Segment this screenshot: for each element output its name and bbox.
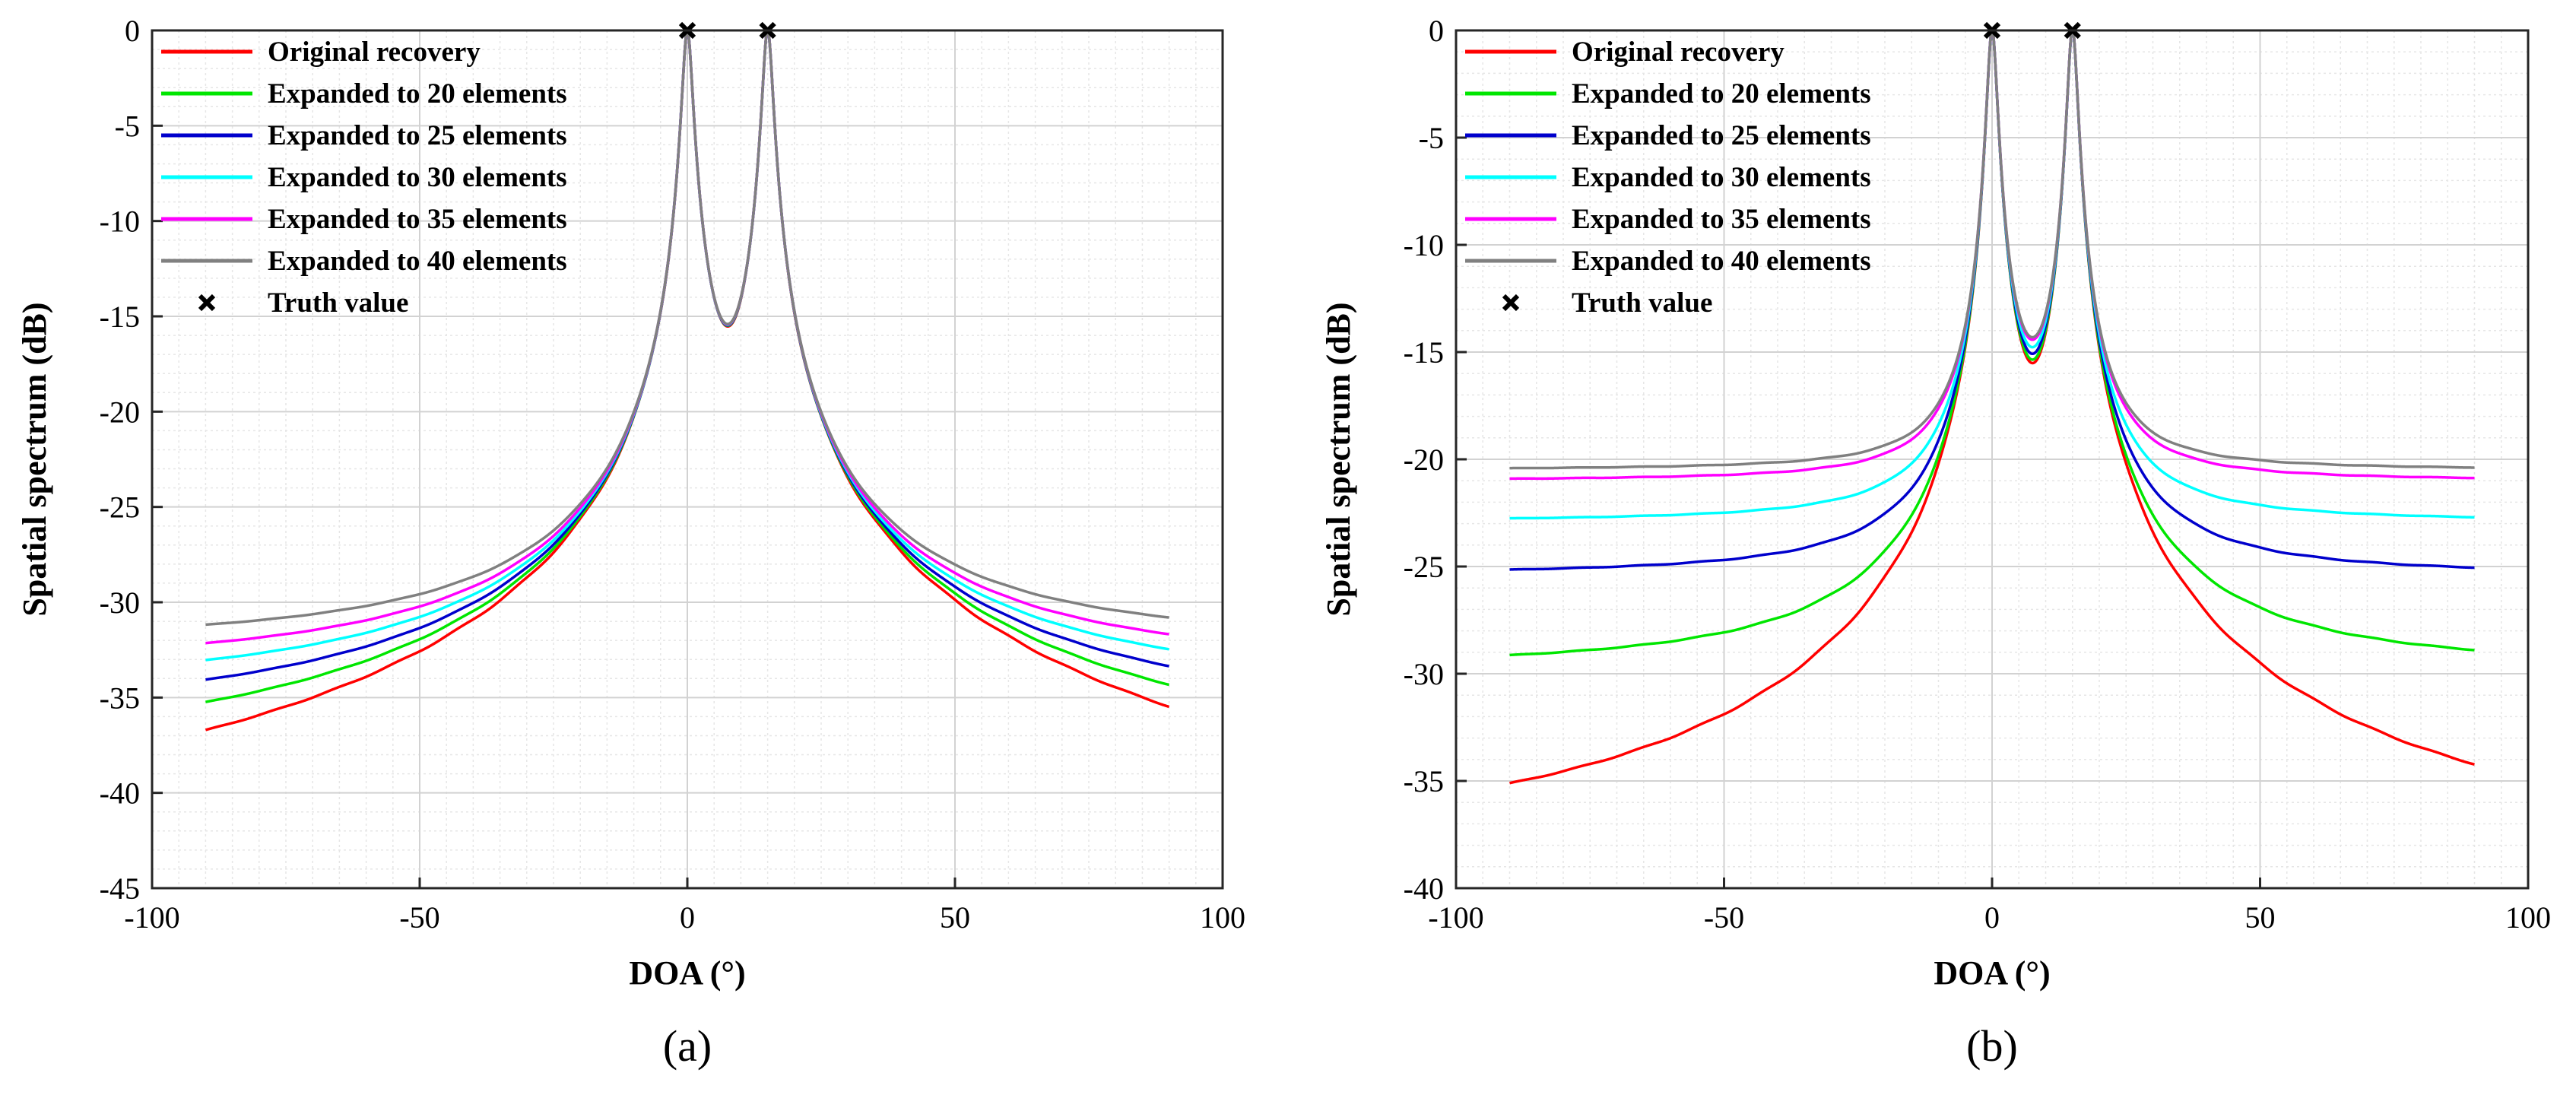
y-tick-label: 0 (1429, 14, 1444, 48)
legend: Original recovery Expanded to 20 elements… (1465, 36, 1871, 319)
y-tick-label: 0 (125, 14, 140, 48)
legend-label-1: Expanded to 20 elements (268, 78, 567, 110)
x-axis-label: DOA (°) (1934, 954, 2050, 992)
y-tick-label: -30 (100, 586, 140, 620)
legend-label-2: Expanded to 25 elements (1572, 120, 1871, 151)
legend-label-3: Expanded to 30 elements (1572, 162, 1871, 193)
x-tick-label: -50 (399, 900, 439, 935)
y-tick-label: -5 (1419, 121, 1444, 155)
x-tick-label: 100 (1200, 900, 1245, 935)
y-tick-label: -15 (100, 300, 140, 334)
y-tick-label: -40 (100, 776, 140, 811)
legend-label-1: Expanded to 20 elements (1572, 78, 1871, 110)
y-tick-label: -5 (115, 109, 140, 143)
y-tick-label: -10 (1404, 228, 1444, 262)
legend-label-5: Expanded to 40 elements (268, 246, 567, 277)
y-axis-label: Spatial spectrum (dB) (1320, 302, 1357, 616)
y-tick-label: -25 (1404, 550, 1444, 584)
minor-grid (152, 30, 1223, 888)
y-tick-label: -45 (100, 871, 140, 906)
chart-b: -100 -50 0 50 100 0 -5 -10 -15 -20 -25 -30 -35 -40 DOA… (1320, 14, 2551, 1071)
x-tick-label: -100 (124, 900, 179, 935)
legend-label-2: Expanded to 25 elements (268, 120, 567, 151)
minor-grid (1456, 30, 2528, 888)
legend-label-4: Expanded to 35 elements (268, 204, 567, 235)
x-tick-label: -50 (1704, 900, 1744, 935)
legend-label-3: Expanded to 30 elements (268, 162, 567, 193)
legend-label-truth: Truth value (1572, 287, 1712, 319)
legend-label-0: Original recovery (268, 36, 481, 68)
x-tick-label: 50 (2245, 900, 2276, 935)
legend-label-5: Expanded to 40 elements (1572, 246, 1871, 277)
panel-label: (a) (663, 1021, 712, 1071)
x-tick-label: 0 (680, 900, 695, 935)
x-tick-label: -100 (1428, 900, 1483, 935)
legend-label-truth: Truth value (268, 287, 408, 319)
chart-a: -100 -50 0 50 100 0 -5 -10 -15 -20 -25 -30 -35 -40 -45… (16, 14, 1245, 1071)
y-tick-label: -30 (1404, 657, 1444, 691)
x-tick-label: 100 (2505, 900, 2551, 935)
y-tick-label: -25 (100, 490, 140, 525)
legend: Original recovery Expanded to 20 elements… (161, 36, 567, 319)
y-tick-label: -15 (1404, 335, 1444, 370)
legend-label-0: Original recovery (1572, 36, 1784, 68)
legend-truth-marker (1502, 294, 1520, 312)
y-axis-label: Spatial spectrum (dB) (16, 302, 53, 616)
y-tick-label: -10 (100, 205, 140, 239)
panel-label: (b) (1966, 1021, 2018, 1071)
y-tick-label: -40 (1404, 871, 1444, 906)
legend-truth-marker (198, 294, 216, 312)
y-tick-label: -20 (1404, 443, 1444, 477)
x-tick-label: 0 (1984, 900, 2000, 935)
x-tick-label: 50 (940, 900, 970, 935)
x-axis-label: DOA (°) (629, 954, 745, 992)
y-tick-label: -20 (100, 395, 140, 429)
legend-label-4: Expanded to 35 elements (1572, 204, 1871, 235)
y-tick-label: -35 (100, 681, 140, 715)
y-tick-label: -35 (1404, 764, 1444, 798)
